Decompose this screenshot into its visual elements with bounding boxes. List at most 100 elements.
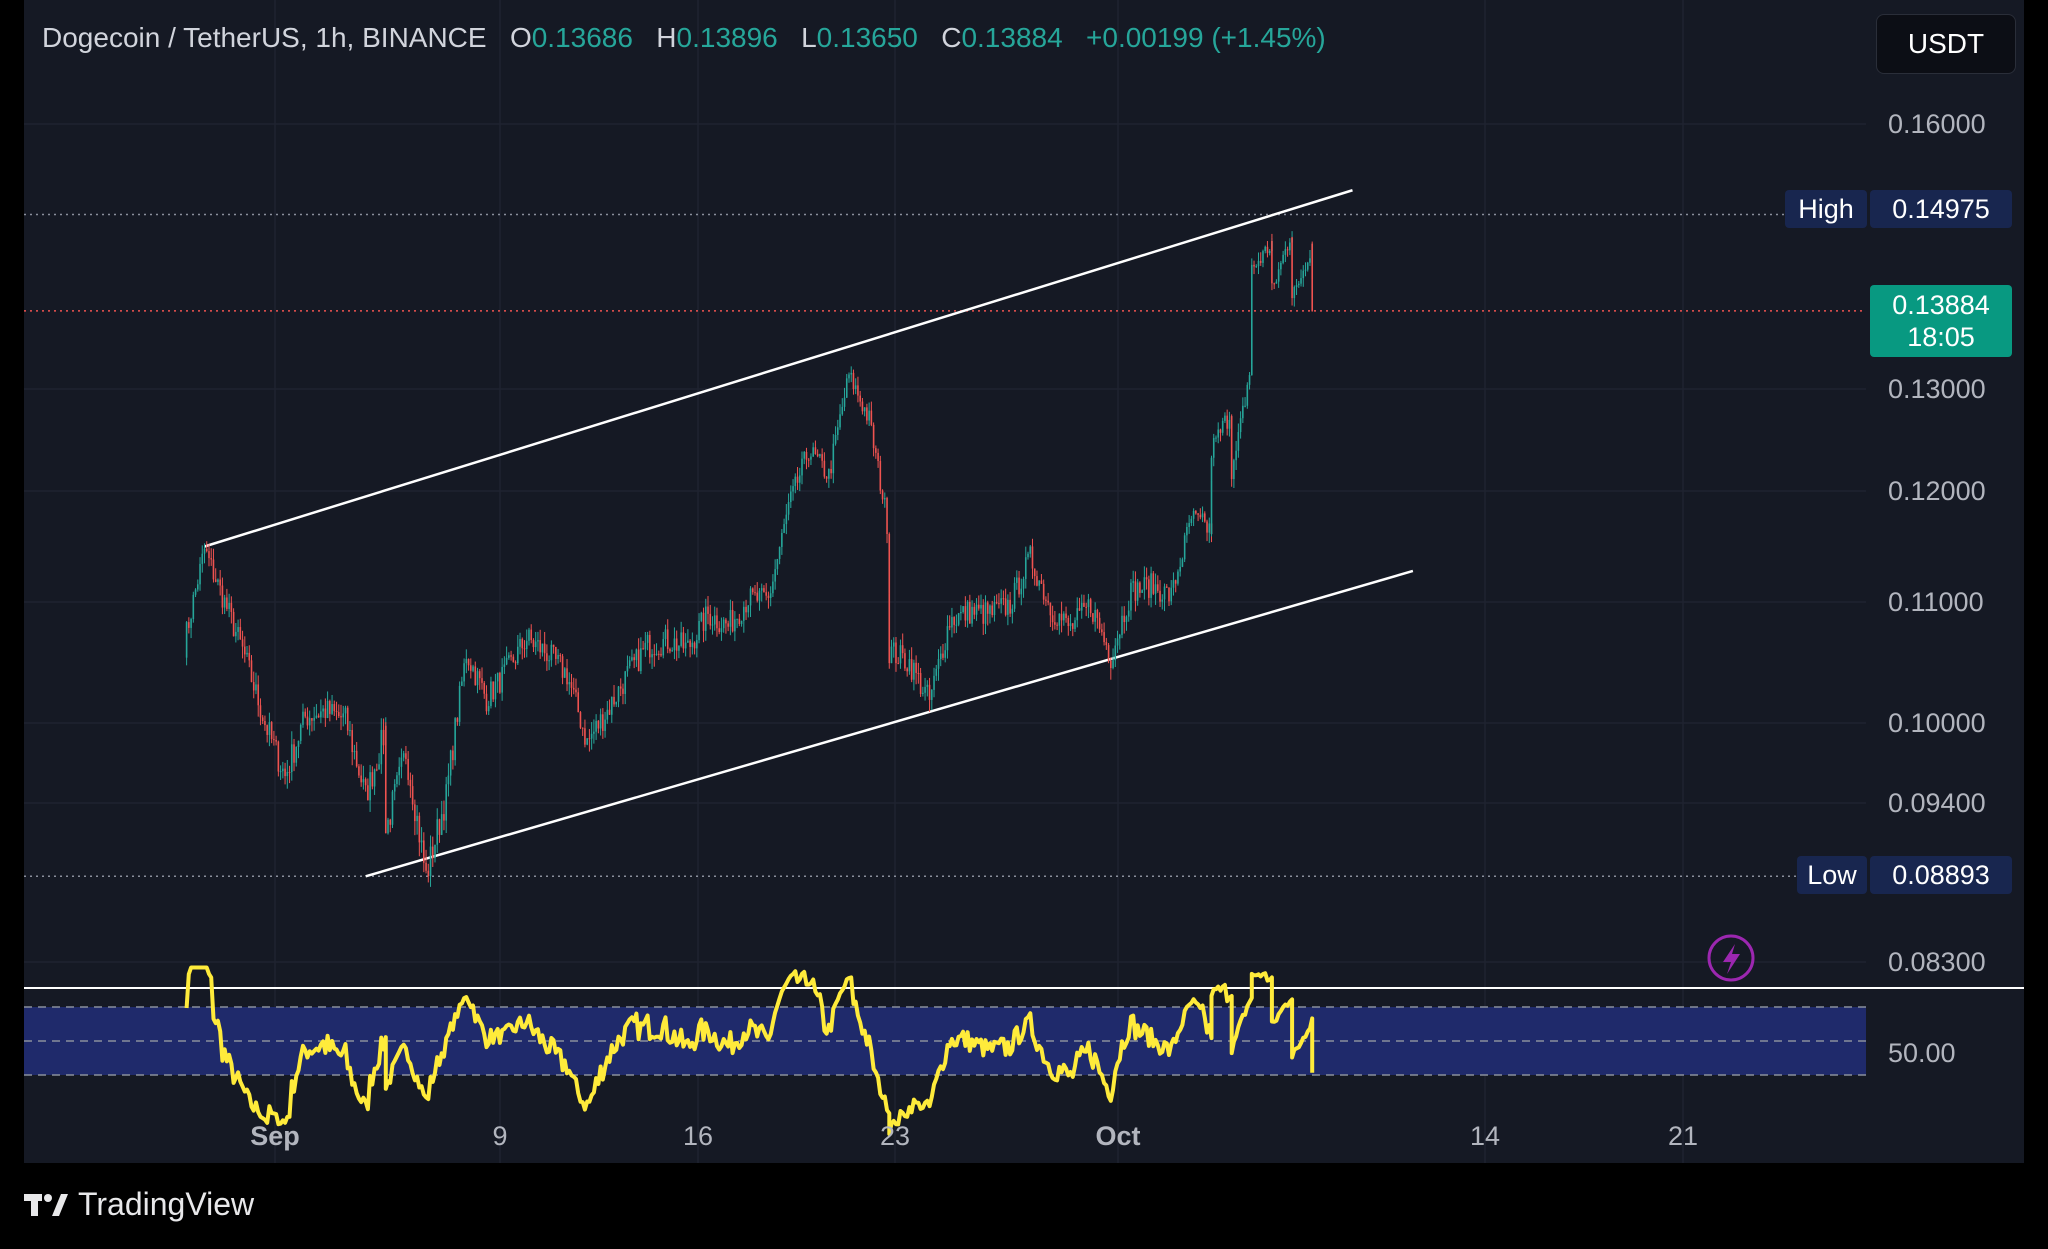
candle-body (411, 786, 414, 805)
candle-body (861, 401, 864, 412)
candle-body (776, 558, 779, 570)
channel-upper-line[interactable] (204, 189, 1353, 548)
currency-button[interactable]: USDT (1876, 14, 2016, 74)
candle-body (1306, 262, 1309, 270)
x-tick-label: 14 (1470, 1121, 1500, 1151)
candle-body (886, 497, 888, 535)
candle-body (1230, 455, 1233, 480)
candle-body (626, 666, 629, 672)
candle-body (1132, 581, 1134, 583)
candle-body (922, 692, 924, 694)
candle-body (610, 696, 613, 715)
candle-body (910, 659, 913, 680)
candle-body (660, 653, 662, 656)
candle-body (1280, 262, 1282, 270)
x-tick-label: 23 (880, 1121, 910, 1151)
candle-body (221, 585, 224, 608)
candle-body (819, 454, 821, 457)
candle-body (297, 740, 300, 747)
candle-body (1067, 617, 1070, 627)
candle-body (1000, 598, 1002, 604)
candle-body (866, 407, 868, 421)
symbol-legend: Dogecoin / TetherUS, 1h, BINANCE O0.1368… (42, 22, 1326, 54)
candle-body (1255, 266, 1258, 268)
candle-body (805, 452, 808, 460)
candle-body (1311, 243, 1314, 280)
candle-body (228, 602, 230, 609)
candle-body (901, 645, 904, 654)
candle-body (405, 753, 407, 759)
rsi-line[interactable] (184, 965, 1315, 1136)
candle-body (1259, 260, 1262, 263)
candle-body (868, 410, 870, 421)
candle-body (351, 730, 354, 753)
candle-body (731, 609, 734, 632)
candle-body (1036, 576, 1038, 586)
candle-body (1253, 264, 1255, 267)
candle-body (801, 458, 803, 476)
candle-body (1282, 254, 1284, 263)
candle-body (1103, 632, 1105, 643)
candle-body (698, 620, 700, 641)
candle-body (346, 707, 349, 731)
candle-body (1029, 546, 1032, 554)
candle-body (431, 846, 434, 859)
candle-body (1080, 602, 1083, 611)
candle-body (763, 588, 765, 593)
candle-body (246, 652, 248, 655)
candle-body (595, 720, 597, 732)
candle-body (454, 718, 456, 761)
candle-body (821, 454, 823, 461)
candle-body (409, 779, 412, 787)
candle-body (984, 602, 987, 624)
candle-body (1188, 523, 1190, 527)
candle-body (1242, 405, 1244, 419)
candle-body (1271, 266, 1273, 284)
candle-body (602, 714, 604, 731)
lightning-icon[interactable] (1707, 934, 1755, 982)
candle-body (722, 619, 725, 629)
candle-body (337, 712, 340, 717)
close-value: 0.13884 (961, 22, 1063, 53)
candle-body (1092, 613, 1094, 622)
candle-body (1266, 246, 1269, 254)
candle-body (237, 627, 239, 632)
candles[interactable] (185, 231, 1314, 887)
candle-body (248, 652, 251, 661)
candle-body (579, 712, 582, 728)
candle-body (467, 659, 470, 666)
candle-body (537, 640, 539, 642)
candle-body (825, 476, 828, 479)
tradingview-brand[interactable]: TradingView (24, 1186, 254, 1223)
y-tick-label: 0.11000 (1888, 587, 1984, 617)
candle-body (194, 589, 197, 595)
candle-body (572, 687, 575, 690)
candle-body (812, 447, 814, 457)
candle-body (973, 606, 976, 615)
candle-body (727, 623, 729, 627)
candle-body (461, 681, 463, 686)
channel-lower-line[interactable] (365, 569, 1414, 878)
candle-body (993, 602, 996, 616)
candle-body (919, 673, 922, 694)
candle-body (438, 819, 441, 835)
rsi-pane[interactable] (24, 965, 2024, 1136)
candle-body (1221, 420, 1224, 433)
candle-body (955, 624, 958, 626)
candle-body (494, 681, 497, 700)
candle-body (684, 642, 687, 649)
candle-body (1154, 584, 1157, 594)
candle-body (859, 395, 861, 402)
candle-body (295, 746, 298, 763)
candle-body (1286, 249, 1289, 251)
candle-body (550, 644, 553, 661)
candle-body (1020, 588, 1023, 595)
candle-body (709, 613, 712, 626)
candle-body (928, 684, 931, 700)
parallel-channel[interactable] (204, 189, 1414, 878)
candle-body (646, 634, 649, 643)
candle-body (1125, 616, 1128, 623)
candle-body (848, 374, 850, 379)
candle-body (745, 606, 747, 613)
